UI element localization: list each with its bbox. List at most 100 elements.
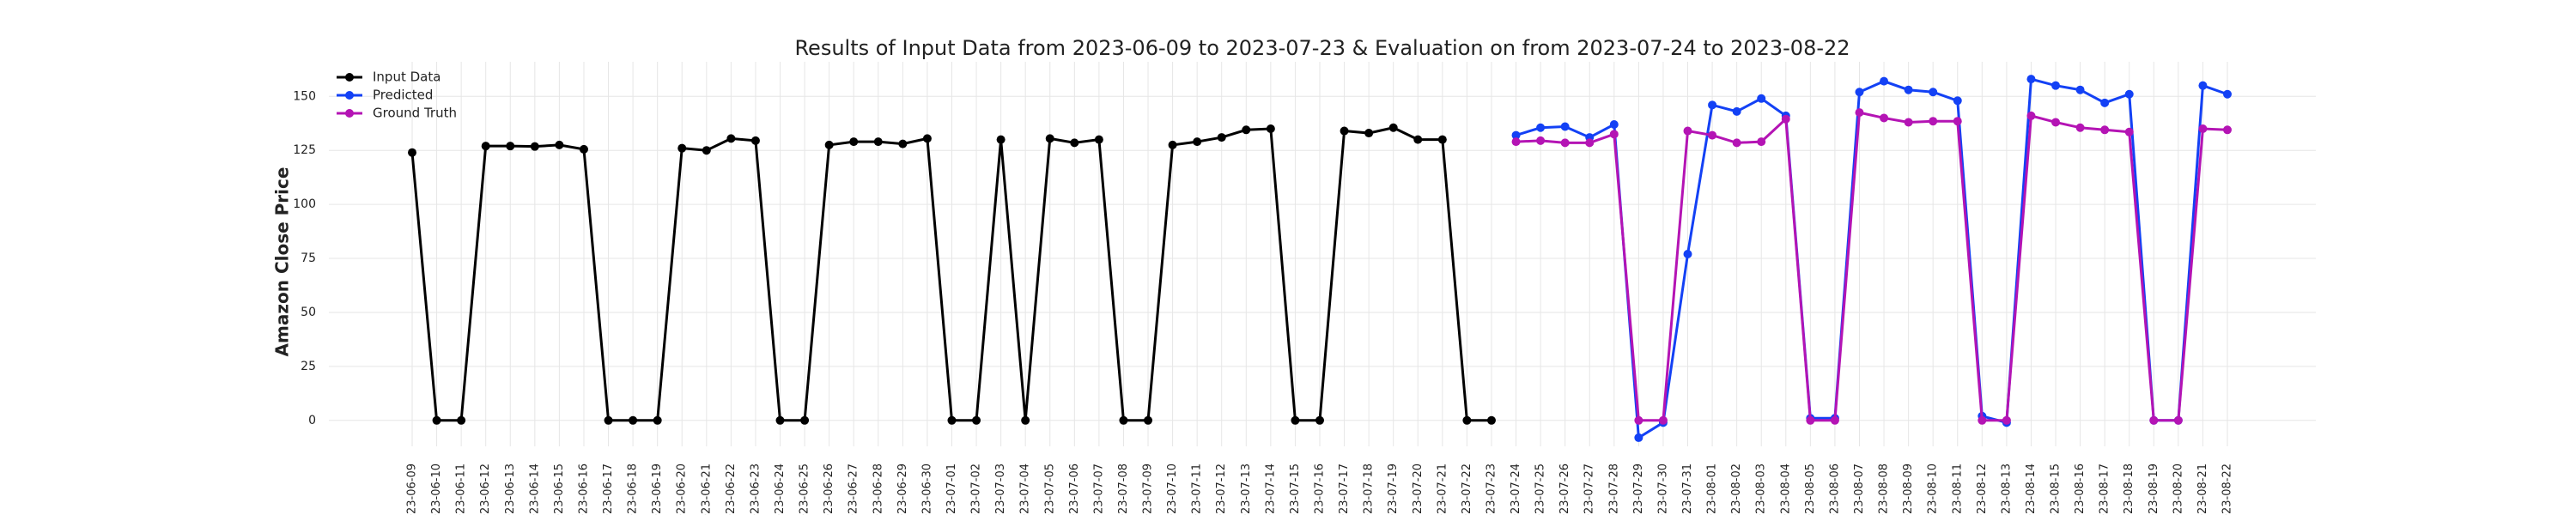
point xyxy=(1929,117,1938,126)
x-tick-label: 2023-08-18 xyxy=(2123,464,2136,515)
point xyxy=(2100,125,2110,135)
point xyxy=(1193,137,1202,147)
x-tick-label: 2023-06-18 xyxy=(627,464,640,515)
x-tick-label: 2023-08-12 xyxy=(1976,464,1989,515)
point xyxy=(1511,130,1521,140)
point xyxy=(1609,130,1619,139)
x-tick-label: 2023-08-15 xyxy=(2050,464,2063,515)
x-tick-label: 2023-07-09 xyxy=(1142,464,1155,515)
x-tick-label: 2023-07-02 xyxy=(970,464,983,515)
point xyxy=(1511,137,1521,147)
point xyxy=(2051,118,2061,127)
x-tick-label: 2023-06-22 xyxy=(725,464,738,515)
legend-label: Ground Truth xyxy=(373,106,457,121)
point xyxy=(1806,415,1815,425)
y-tick-label: 25 xyxy=(301,360,316,373)
x-tick-label: 2023-07-16 xyxy=(1314,464,1327,515)
x-tick-label: 2023-08-07 xyxy=(1853,464,1866,515)
point xyxy=(750,136,760,145)
point xyxy=(972,415,981,425)
x-tick-label: 2023-06-25 xyxy=(799,464,811,515)
x-tick-label: 2023-07-18 xyxy=(1363,464,1376,515)
x-tick-label: 2023-08-10 xyxy=(1927,464,1940,515)
point xyxy=(1094,135,1103,144)
x-tick-label: 2023-06-15 xyxy=(553,464,566,515)
x-tick-label: 2023-06-20 xyxy=(676,464,689,515)
point xyxy=(1855,108,1864,118)
point xyxy=(1242,125,1251,135)
series-line xyxy=(1516,111,2228,422)
x-tick-label: 2023-08-05 xyxy=(1804,464,1817,515)
point xyxy=(2149,415,2159,425)
legend: Input Data Predicted Ground Truth xyxy=(337,70,457,121)
x-tick-label: 2023-08-06 xyxy=(1828,464,1841,515)
point xyxy=(2223,125,2232,135)
grid xyxy=(329,62,2316,446)
y-tick-label: 100 xyxy=(293,197,316,211)
point xyxy=(1978,415,1987,425)
x-tick-label: 2023-06-24 xyxy=(774,464,787,515)
x-tick-label: 2023-07-08 xyxy=(1117,464,1130,515)
point xyxy=(1683,250,1692,258)
x-tick-label: 2023-07-07 xyxy=(1092,464,1105,515)
point xyxy=(2026,111,2036,120)
x-tick-label: 2023-06-19 xyxy=(651,464,664,515)
point xyxy=(1462,415,1472,425)
point xyxy=(1144,415,1153,425)
point xyxy=(1708,130,1717,140)
x-tick-label: 2023-06-09 xyxy=(406,464,419,515)
x-tick-label: 2023-08-11 xyxy=(1951,464,1964,515)
x-tick-label: 2023-07-25 xyxy=(1534,464,1547,515)
point xyxy=(947,415,957,425)
chart-title: Results of Input Data from 2023-06-09 to… xyxy=(794,36,1850,60)
x-tick-label: 2023-07-17 xyxy=(1338,464,1351,515)
x-tick-label: 2023-07-15 xyxy=(1289,464,1302,515)
x-tick-label: 2023-07-22 xyxy=(1461,464,1473,515)
point xyxy=(2075,85,2085,94)
point xyxy=(1683,126,1692,136)
x-tick-label: 2023-08-13 xyxy=(2000,464,2013,515)
point xyxy=(1634,433,1643,442)
x-tick-label: 2023-06-28 xyxy=(872,464,884,515)
x-tick-label: 2023-07-23 xyxy=(1485,464,1498,515)
point xyxy=(629,415,638,425)
x-tick-label: 2023-07-14 xyxy=(1264,464,1277,515)
point xyxy=(849,137,859,147)
point xyxy=(1340,126,1349,136)
point xyxy=(2075,123,2085,132)
point xyxy=(873,137,883,147)
y-tick-label: 150 xyxy=(293,89,316,103)
point xyxy=(1880,76,1889,86)
x-tick-label: 2023-07-31 xyxy=(1681,464,1694,515)
point xyxy=(653,415,662,425)
x-tick-label: 2023-07-19 xyxy=(1387,464,1400,515)
x-tick-label: 2023-06-13 xyxy=(504,464,517,515)
x-tick-label: 2023-06-11 xyxy=(455,464,468,515)
point xyxy=(2026,75,2036,84)
point xyxy=(677,143,687,153)
point xyxy=(1388,123,1398,132)
point xyxy=(898,139,908,148)
x-tick-label: 2023-07-13 xyxy=(1240,464,1253,515)
x-tick-label: 2023-08-02 xyxy=(1730,464,1743,515)
point xyxy=(1708,100,1717,110)
point xyxy=(457,415,466,425)
x-tick-label: 2023-08-14 xyxy=(2025,464,2038,515)
x-tick-label: 2023-06-17 xyxy=(602,464,615,515)
point xyxy=(1732,138,1741,148)
legend-marker xyxy=(345,109,354,118)
point xyxy=(1855,88,1864,97)
point xyxy=(1536,123,1546,132)
point xyxy=(530,142,539,151)
y-axis-label: Amazon Close Price xyxy=(272,167,293,357)
x-tick-label: 2023-07-06 xyxy=(1068,464,1081,515)
x-tick-label: 2023-08-22 xyxy=(2221,464,2234,515)
x-tick-label: 2023-07-01 xyxy=(945,464,958,515)
point xyxy=(1045,134,1054,143)
x-tick-label: 2023-08-17 xyxy=(2099,464,2111,515)
point xyxy=(604,415,613,425)
point xyxy=(481,142,490,151)
x-tick-label: 2023-08-19 xyxy=(2148,464,2160,515)
point xyxy=(996,135,1005,144)
y-tick-label: 50 xyxy=(301,306,316,319)
